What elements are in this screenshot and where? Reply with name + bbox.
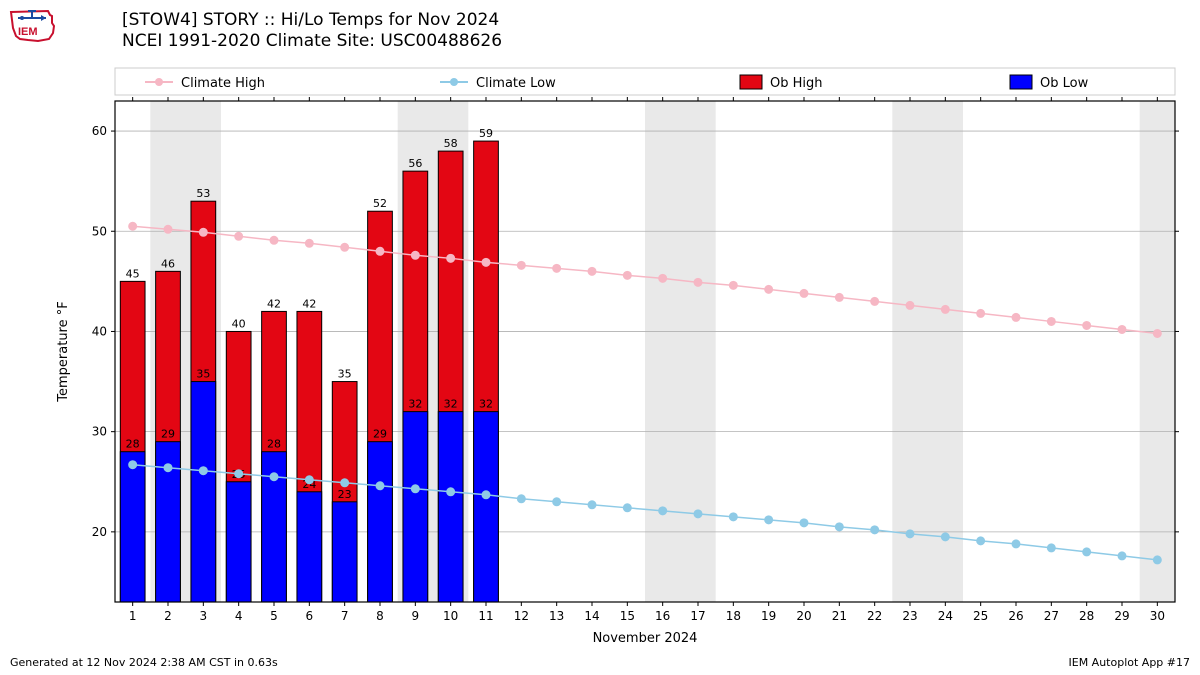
svg-text:30: 30 bbox=[1150, 609, 1165, 623]
svg-text:35: 35 bbox=[196, 368, 210, 381]
svg-text:29: 29 bbox=[373, 428, 387, 441]
svg-text:7: 7 bbox=[341, 609, 349, 623]
svg-text:29: 29 bbox=[161, 428, 175, 441]
svg-text:3: 3 bbox=[200, 609, 208, 623]
svg-text:9: 9 bbox=[412, 609, 420, 623]
svg-text:32: 32 bbox=[444, 398, 458, 411]
svg-text:1: 1 bbox=[129, 609, 137, 623]
svg-text:15: 15 bbox=[620, 609, 635, 623]
svg-text:13: 13 bbox=[549, 609, 564, 623]
svg-text:Ob High: Ob High bbox=[770, 76, 823, 91]
svg-text:16: 16 bbox=[655, 609, 670, 623]
svg-text:24: 24 bbox=[938, 609, 953, 623]
svg-text:58: 58 bbox=[444, 137, 458, 150]
svg-text:42: 42 bbox=[267, 297, 281, 310]
svg-text:12: 12 bbox=[514, 609, 529, 623]
svg-text:30: 30 bbox=[92, 425, 107, 439]
svg-text:19: 19 bbox=[761, 609, 776, 623]
svg-text:6: 6 bbox=[306, 609, 314, 623]
svg-text:32: 32 bbox=[408, 398, 422, 411]
svg-text:14: 14 bbox=[584, 609, 599, 623]
svg-text:17: 17 bbox=[690, 609, 705, 623]
svg-text:23: 23 bbox=[902, 609, 917, 623]
svg-text:27: 27 bbox=[1044, 609, 1059, 623]
svg-text:29: 29 bbox=[1114, 609, 1129, 623]
svg-text:Climate High: Climate High bbox=[181, 76, 265, 91]
svg-text:11: 11 bbox=[478, 609, 493, 623]
svg-text:40: 40 bbox=[232, 317, 246, 330]
svg-text:22: 22 bbox=[867, 609, 882, 623]
svg-text:56: 56 bbox=[408, 157, 422, 170]
svg-text:2: 2 bbox=[164, 609, 172, 623]
svg-text:32: 32 bbox=[479, 398, 493, 411]
svg-text:Temperature °F: Temperature °F bbox=[56, 301, 71, 402]
svg-text:50: 50 bbox=[92, 224, 107, 238]
svg-text:28: 28 bbox=[1079, 609, 1094, 623]
svg-text:Climate Low: Climate Low bbox=[476, 76, 556, 91]
temperature-chart: 2030405060123456789101112131415161718192… bbox=[0, 0, 1200, 675]
svg-text:35: 35 bbox=[338, 368, 352, 381]
svg-text:8: 8 bbox=[376, 609, 384, 623]
svg-text:45: 45 bbox=[126, 267, 140, 280]
svg-text:40: 40 bbox=[92, 324, 107, 338]
svg-text:60: 60 bbox=[92, 124, 107, 138]
svg-text:26: 26 bbox=[1008, 609, 1023, 623]
svg-text:4: 4 bbox=[235, 609, 243, 623]
svg-text:42: 42 bbox=[302, 297, 316, 310]
svg-text:20: 20 bbox=[796, 609, 811, 623]
svg-text:28: 28 bbox=[267, 438, 281, 451]
svg-text:5: 5 bbox=[270, 609, 278, 623]
svg-text:28: 28 bbox=[126, 438, 140, 451]
svg-text:53: 53 bbox=[196, 187, 210, 200]
svg-text:20: 20 bbox=[92, 525, 107, 539]
svg-text:52: 52 bbox=[373, 197, 387, 210]
svg-text:18: 18 bbox=[726, 609, 741, 623]
svg-text:November 2024: November 2024 bbox=[593, 631, 698, 646]
svg-text:10: 10 bbox=[443, 609, 458, 623]
svg-text:21: 21 bbox=[832, 609, 847, 623]
svg-text:59: 59 bbox=[479, 127, 493, 140]
svg-text:25: 25 bbox=[973, 609, 988, 623]
svg-text:23: 23 bbox=[338, 488, 352, 501]
svg-text:Ob Low: Ob Low bbox=[1040, 76, 1089, 91]
svg-text:46: 46 bbox=[161, 257, 175, 270]
